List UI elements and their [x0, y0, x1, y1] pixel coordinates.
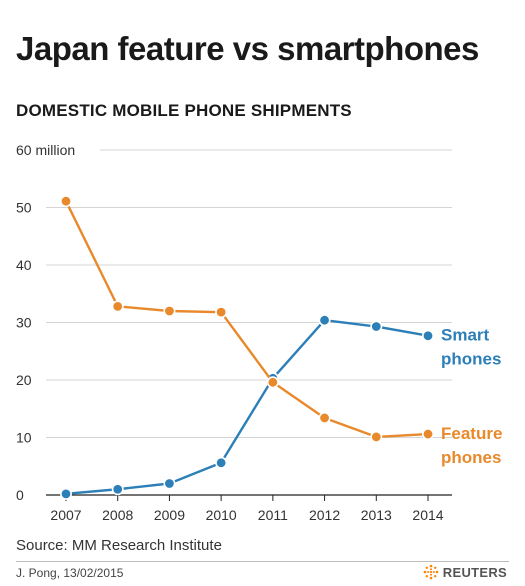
x-tick-label: 2007	[50, 507, 81, 523]
data-point	[59, 195, 72, 208]
x-tick-label: 2014	[412, 507, 443, 523]
x-tick-label: 2011	[258, 507, 288, 523]
footer-divider	[16, 561, 509, 562]
x-tick-label: 2008	[102, 507, 133, 523]
series-label: Smart phones	[441, 326, 501, 369]
reuters-logo-icon	[423, 564, 439, 580]
brand: REUTERS	[423, 564, 507, 580]
x-tick-label: 2013	[361, 507, 392, 523]
data-point	[163, 304, 176, 317]
author-credit: J. Pong, 13/02/2015	[16, 566, 124, 580]
y-tick-label: 40	[16, 257, 32, 273]
series-line	[65, 319, 429, 496]
data-point	[318, 411, 331, 424]
y-tick-label: 30	[16, 315, 32, 331]
data-point	[215, 306, 228, 319]
chart-subtitle: DOMESTIC MOBILE PHONE SHIPMENTS	[16, 101, 352, 120]
y-tick-label: 50	[16, 200, 32, 216]
data-point	[370, 320, 383, 333]
line-chart: 0 10 20 30 40 50 60 million 2007 2008 2009 2010 201…	[16, 142, 502, 523]
x-tick-label: 2009	[154, 507, 185, 523]
data-point	[215, 456, 228, 469]
data-point	[370, 430, 383, 443]
data-point	[59, 487, 72, 500]
data-point	[318, 314, 331, 327]
data-point	[163, 477, 176, 490]
data-point	[111, 300, 124, 313]
brand-name: REUTERS	[442, 564, 507, 580]
y-tick-label: 0	[16, 487, 24, 503]
series-label: Feature phones	[441, 424, 502, 467]
data-point	[421, 428, 434, 441]
y-tick-label: 10	[16, 430, 32, 446]
series-line	[64, 200, 429, 439]
x-tick-label: 2012	[309, 507, 340, 523]
data-point	[421, 329, 434, 342]
x-tick-label: 2010	[206, 507, 237, 523]
y-tick-label: 20	[16, 372, 32, 388]
y-tick-label: 60 million	[16, 142, 75, 158]
page-title: Japan feature vs smartphones	[16, 30, 479, 67]
data-point	[266, 376, 279, 389]
data-point	[111, 483, 124, 496]
source-note: Source: MM Research Institute	[16, 537, 222, 554]
